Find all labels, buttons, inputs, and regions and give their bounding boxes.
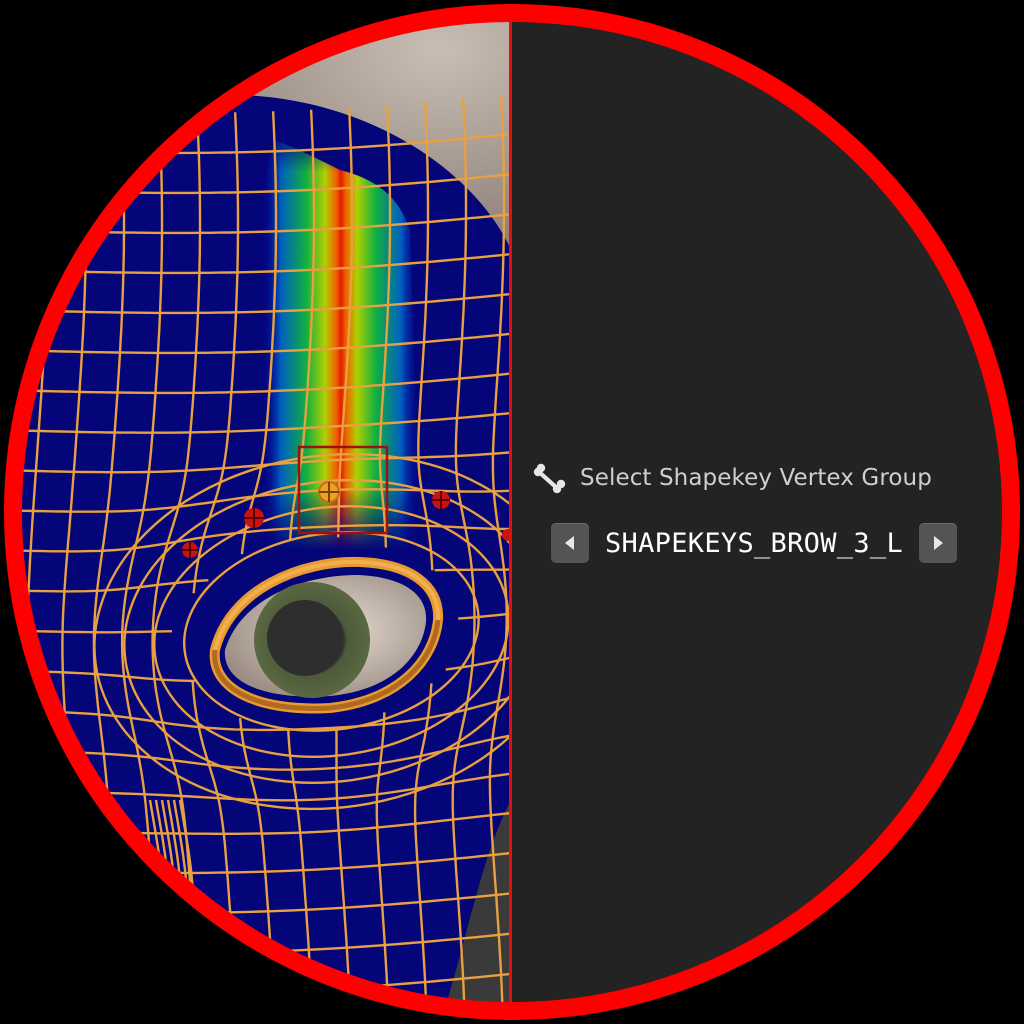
bone-markers [182, 445, 514, 558]
vertex-group-selector: SHAPEKEYS_BROW_3_L [551, 522, 957, 564]
select-shapekey-label: Select Shapekey Vertex Group [580, 465, 932, 491]
vertex-group-name: SHAPEKEYS_BROW_3_L [605, 527, 903, 559]
mesh-edge [20, 448, 511, 474]
previous-vertex-group-button[interactable] [551, 523, 589, 563]
eye-edge-loop [93, 452, 511, 811]
eye-edge-loop [153, 505, 510, 758]
next-vertex-group-button[interactable] [919, 523, 957, 563]
mesh-edge [20, 408, 511, 434]
mesh-edge [20, 368, 511, 395]
mesh-edge [451, 98, 476, 1004]
magnifier-ring [4, 4, 1020, 1020]
eye-edge-loop [123, 478, 511, 785]
mesh-edge [20, 328, 511, 355]
bone-marker[interactable] [502, 529, 514, 541]
bone-marker[interactable] [244, 508, 264, 528]
bone-marker[interactable] [182, 542, 198, 558]
bone-marker[interactable] [432, 491, 450, 509]
select-shapekey-label-row: Select Shapekey Vertex Group [532, 460, 932, 496]
mesh-edge [20, 487, 511, 513]
eye [209, 556, 444, 714]
split-divider [509, 20, 512, 1004]
bone-icon [533, 463, 566, 494]
eye-edge-loop [183, 531, 480, 732]
mesh-edge [488, 94, 508, 1004]
triangle-right-icon [934, 536, 943, 550]
triangle-left-icon [565, 536, 574, 550]
mesh-edge [20, 288, 511, 315]
active-bone-marker[interactable] [297, 445, 389, 535]
